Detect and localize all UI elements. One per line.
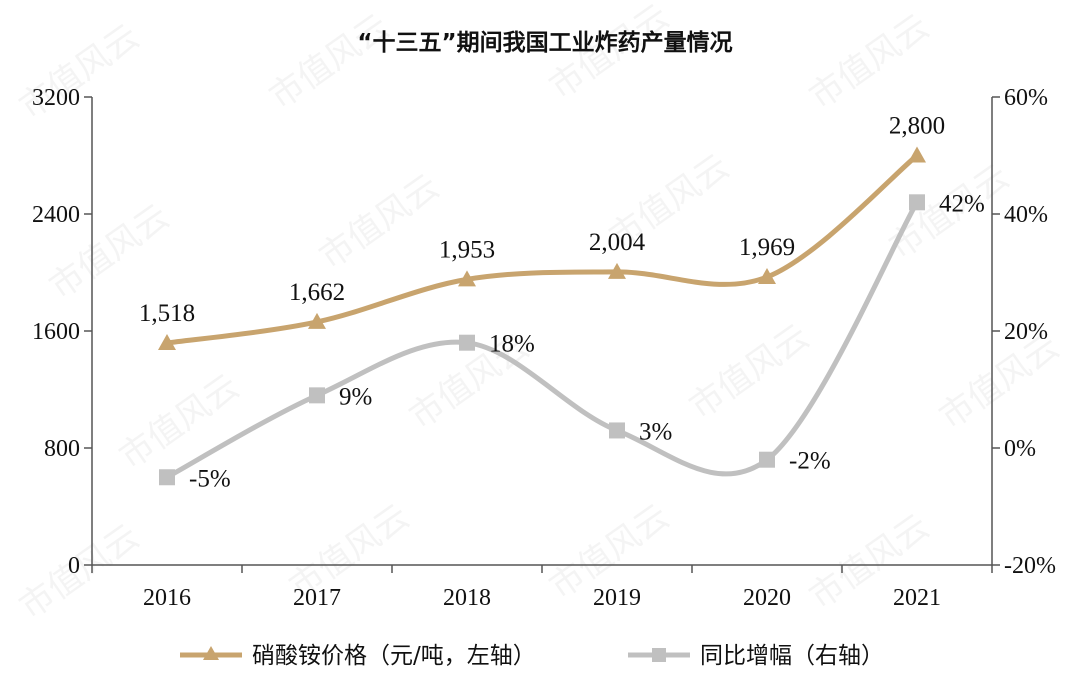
right-tick-label: 40% bbox=[1004, 202, 1048, 228]
watermark-text: 市值风云 bbox=[262, 7, 396, 118]
legend-item-growth: 同比增幅（右轴） bbox=[628, 643, 884, 669]
growth-data-label: 3% bbox=[639, 418, 672, 445]
x-tick-label: 2017 bbox=[293, 585, 341, 611]
growth-point bbox=[759, 451, 775, 468]
price-data-label: 1,662 bbox=[289, 279, 345, 306]
growth-point bbox=[159, 469, 175, 486]
x-tick-label: 2019 bbox=[593, 585, 641, 611]
price-data-label: 1,969 bbox=[739, 234, 795, 261]
data-labels: -5% 9% 18% 3% -2% 42% 1,518 1,662 1,953 2,004 1,96… bbox=[139, 113, 985, 493]
x-tick-label: 2016 bbox=[143, 585, 191, 611]
right-tick-label: 20% bbox=[1004, 319, 1048, 345]
right-tick-label: -20% bbox=[1004, 553, 1056, 579]
watermark-text: 市值风云 bbox=[802, 7, 936, 118]
legend-label-growth: 同比增幅（右轴） bbox=[700, 643, 884, 669]
legend-item-price: 硝酸铵价格（元/吨，左轴） bbox=[180, 643, 536, 669]
growth-line bbox=[165, 201, 920, 480]
growth-data-label: 42% bbox=[939, 190, 985, 217]
left-tick-label: 3200 bbox=[32, 85, 80, 111]
growth-data-label: 9% bbox=[339, 383, 372, 410]
watermark-text: 市值风云 bbox=[112, 367, 246, 478]
price-point bbox=[158, 333, 176, 350]
price-data-label: 2,004 bbox=[589, 229, 646, 256]
growth-data-label: -5% bbox=[189, 465, 231, 492]
watermark-text: 市值风云 bbox=[312, 167, 446, 278]
price-line bbox=[166, 153, 919, 346]
growth-point bbox=[459, 334, 475, 351]
right-axis-ticks: -20% 0% 20% 40% 60% bbox=[992, 85, 1056, 579]
left-tick-label: 2400 bbox=[32, 202, 80, 228]
legend-label-price: 硝酸铵价格（元/吨，左轴） bbox=[252, 643, 536, 669]
watermark-text: 市值风云 bbox=[682, 317, 816, 428]
price-data-label: 1,953 bbox=[439, 236, 495, 263]
legend-triangle-marker bbox=[203, 646, 219, 660]
x-tick-label: 2018 bbox=[443, 585, 491, 611]
right-tick-label: 0% bbox=[1004, 436, 1036, 462]
left-tick-label: 1600 bbox=[32, 319, 80, 345]
left-tick-label: 800 bbox=[44, 436, 80, 462]
growth-data-label: -2% bbox=[789, 448, 831, 475]
price-data-label: 2,800 bbox=[889, 113, 945, 140]
chart-title: “十三五”期间我国工业炸药产量情况 bbox=[357, 29, 732, 56]
price-point bbox=[758, 268, 776, 285]
growth-point bbox=[609, 422, 625, 439]
axes bbox=[91, 97, 993, 566]
price-point bbox=[608, 262, 626, 279]
price-point bbox=[908, 146, 926, 163]
price-point bbox=[458, 270, 476, 287]
growth-point bbox=[309, 387, 325, 404]
x-axis-ticks: 2016 2017 2018 2019 2020 2021 bbox=[91, 565, 993, 611]
price-data-label: 1,518 bbox=[139, 300, 195, 327]
left-tick-label: 0 bbox=[68, 553, 80, 579]
series-layer bbox=[158, 146, 926, 486]
x-tick-label: 2021 bbox=[893, 585, 941, 611]
x-tick-label: 2020 bbox=[743, 585, 791, 611]
legend-square-marker bbox=[652, 648, 666, 662]
right-tick-label: 60% bbox=[1004, 85, 1048, 111]
growth-data-label: 18% bbox=[489, 331, 535, 358]
growth-point bbox=[909, 194, 925, 211]
price-point bbox=[308, 312, 326, 329]
legend: 硝酸铵价格（元/吨，左轴） 同比增幅（右轴） bbox=[180, 643, 884, 669]
left-axis-ticks: 0 800 1600 2400 3200 bbox=[32, 85, 92, 579]
